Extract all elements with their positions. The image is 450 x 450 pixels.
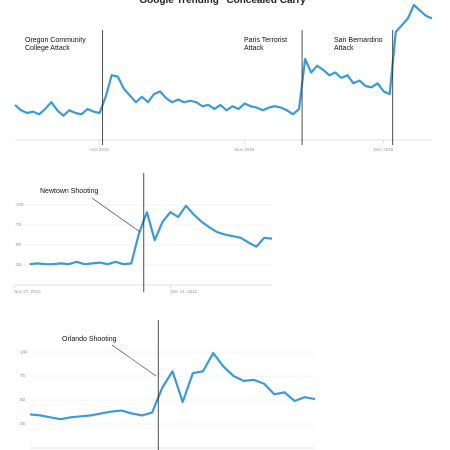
x-tick-label: Dec 2015: [374, 147, 394, 152]
annotation-label: San Bernardino Attack: [334, 37, 383, 52]
annotation-label: Newtown Shooting: [40, 188, 99, 195]
annotation-label: Oregon Community College Attack: [25, 37, 86, 52]
y-tick-label: 75: [20, 373, 26, 378]
x-tick-label: Nov 27, 2012: [14, 289, 41, 294]
x-tick-label: Oct 2015: [90, 147, 109, 152]
annotation-label: Orlando Shooting: [62, 336, 117, 343]
y-tick-label: 50: [20, 397, 26, 402]
y-tick-label: 75: [16, 222, 22, 227]
data-line: [29, 351, 316, 421]
leader-line: [91, 197, 141, 233]
y-tick-label: 25: [20, 421, 26, 426]
data-line: [29, 204, 273, 266]
y-tick-label: 100: [16, 202, 24, 207]
y-tick-label: 25: [16, 262, 22, 267]
data-line: [14, 3, 433, 117]
annotation-label: Paris Terrorist Attack: [244, 37, 288, 52]
y-tick-label: 100: [20, 349, 28, 354]
y-tick-label: 50: [16, 242, 22, 247]
x-tick-label: Dec 14, 2012: [170, 289, 197, 294]
leader-line: [111, 344, 157, 377]
chart-title: Google Trending "Concealed Carry": [139, 0, 311, 6]
x-tick-label: Nov 2015: [235, 147, 255, 152]
